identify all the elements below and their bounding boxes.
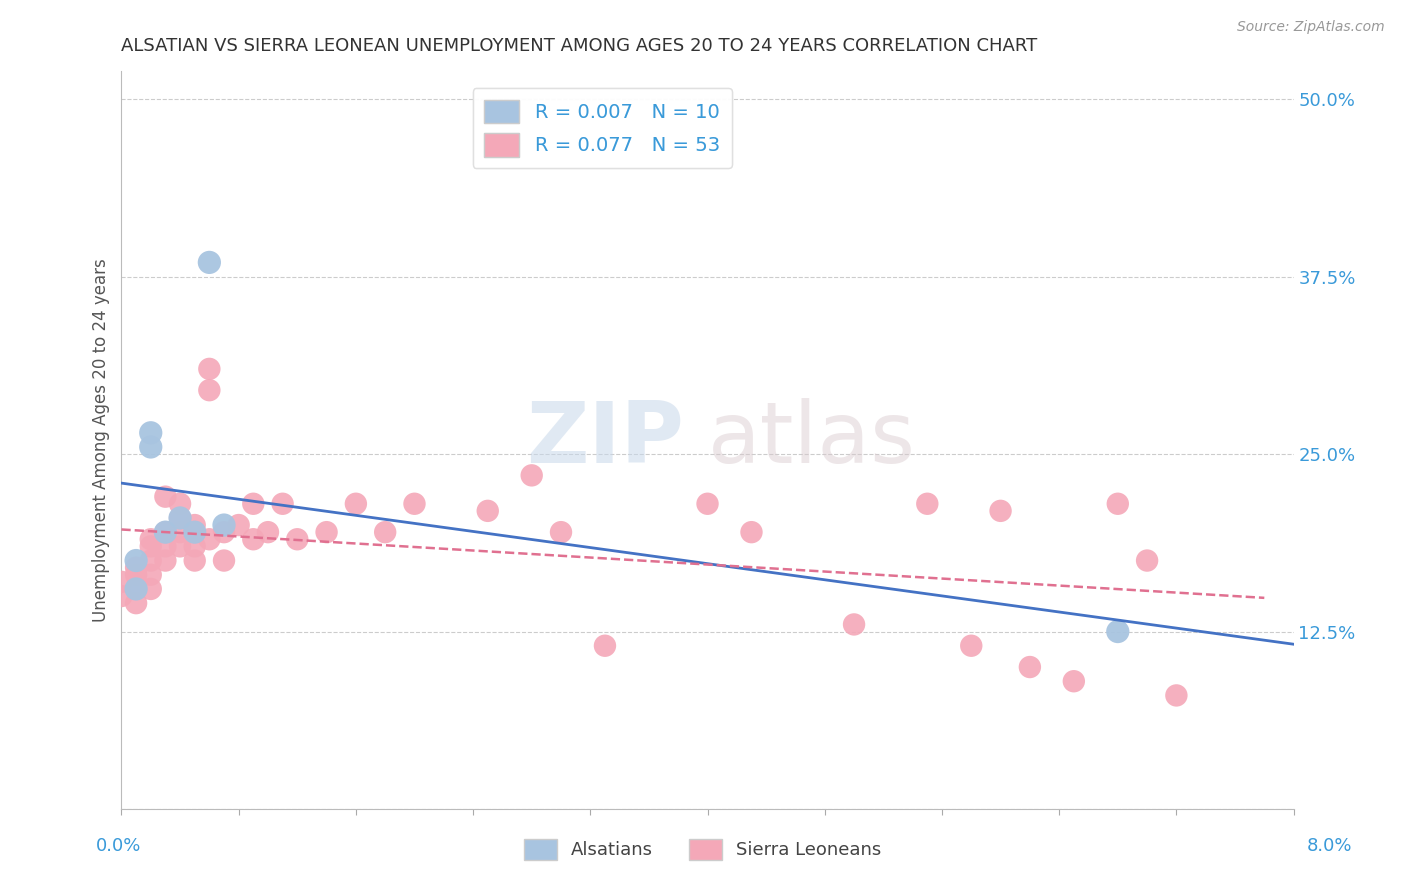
Point — [1136, 553, 1159, 567]
Point — [198, 383, 221, 397]
Point — [198, 255, 221, 269]
Point — [169, 540, 191, 554]
Point — [1063, 674, 1085, 689]
Point — [285, 533, 308, 547]
Point — [198, 362, 221, 376]
Point — [155, 525, 177, 540]
Point — [696, 497, 718, 511]
Point — [139, 553, 162, 567]
Point — [917, 497, 939, 511]
Point — [155, 540, 177, 554]
Point — [212, 518, 235, 533]
Point — [242, 497, 264, 511]
Point — [155, 553, 177, 567]
Point — [125, 596, 148, 610]
Point — [139, 533, 162, 547]
Point — [169, 497, 191, 511]
Point — [183, 518, 205, 533]
Point — [155, 525, 177, 540]
Point — [198, 533, 221, 547]
Point — [1166, 689, 1188, 703]
Point — [183, 553, 205, 567]
Text: ALSATIAN VS SIERRA LEONEAN UNEMPLOYMENT AMONG AGES 20 TO 24 YEARS CORRELATION CH: ALSATIAN VS SIERRA LEONEAN UNEMPLOYMENT … — [121, 37, 1038, 55]
Point — [520, 468, 543, 483]
Point — [212, 525, 235, 540]
Legend: Alsatians, Sierra Leoneans: Alsatians, Sierra Leoneans — [517, 831, 889, 867]
Point — [139, 567, 162, 582]
Point — [183, 525, 205, 540]
Point — [257, 525, 280, 540]
Point — [169, 511, 191, 525]
Text: atlas: atlas — [707, 399, 915, 482]
Point — [139, 582, 162, 596]
Point — [139, 425, 162, 440]
Point — [125, 582, 148, 596]
Point — [550, 525, 572, 540]
Legend: R = 0.007   N = 10, R = 0.077   N = 53: R = 0.007 N = 10, R = 0.077 N = 53 — [472, 87, 731, 169]
Point — [315, 525, 337, 540]
Point — [155, 490, 177, 504]
Point — [125, 553, 148, 567]
Point — [477, 504, 499, 518]
Point — [139, 440, 162, 454]
Point — [842, 617, 865, 632]
Point — [1107, 497, 1129, 511]
Point — [228, 518, 250, 533]
Point — [593, 639, 616, 653]
Point — [990, 504, 1012, 518]
Point — [1107, 624, 1129, 639]
Point — [125, 567, 148, 582]
Y-axis label: Unemployment Among Ages 20 to 24 years: Unemployment Among Ages 20 to 24 years — [93, 258, 110, 622]
Point — [212, 553, 235, 567]
Point — [960, 639, 983, 653]
Point — [183, 540, 205, 554]
Text: 0.0%: 0.0% — [96, 837, 141, 855]
Point — [125, 582, 148, 596]
Text: ZIP: ZIP — [526, 399, 685, 482]
Point — [169, 525, 191, 540]
Point — [344, 497, 367, 511]
Point — [242, 533, 264, 547]
Point — [125, 560, 148, 574]
Point — [110, 574, 132, 589]
Text: Source: ZipAtlas.com: Source: ZipAtlas.com — [1237, 20, 1385, 34]
Point — [404, 497, 426, 511]
Point — [183, 525, 205, 540]
Text: 8.0%: 8.0% — [1308, 837, 1353, 855]
Point — [1018, 660, 1040, 674]
Point — [740, 525, 762, 540]
Point — [110, 589, 132, 603]
Point — [169, 511, 191, 525]
Point — [271, 497, 294, 511]
Point — [374, 525, 396, 540]
Point — [139, 540, 162, 554]
